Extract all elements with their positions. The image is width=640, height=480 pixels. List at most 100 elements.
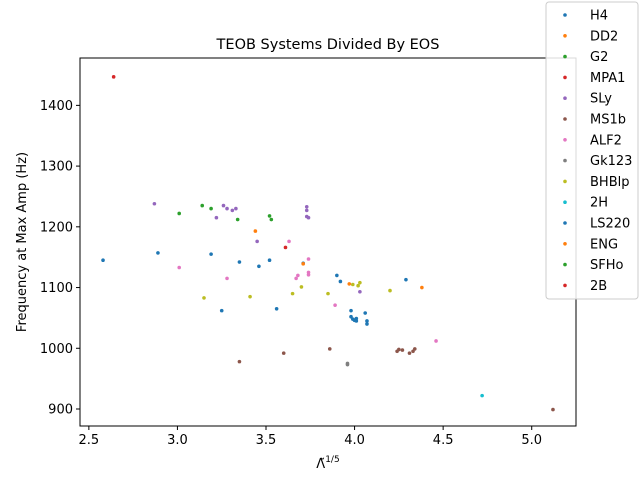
y-tick-label: 1300 [40,160,73,175]
x-tick-label: 3.0 [167,433,188,448]
data-point-g2 [235,217,240,222]
data-point-alf2 [306,272,311,277]
legend-marker [563,262,567,267]
legend-label: SLy [590,92,612,107]
y-axis-ticks: 900 1000 1100 1200 1300 1400 [40,99,80,417]
data-point-ms1b [400,348,405,352]
data-point-dd2 [420,285,424,290]
legend-label: BHBlp [590,175,629,190]
legend-label: 2H [590,196,608,211]
legend-label: SFHo [590,258,624,273]
data-point-alf2 [287,239,291,244]
plot-marks [101,75,555,412]
legend-label: 2B [590,279,607,294]
data-point-g2 [177,211,181,216]
legend-label: MS1b [590,113,626,128]
y-tick-label: 1200 [40,220,73,235]
data-point-h4 [267,258,272,263]
data-point-alf2 [294,276,298,281]
data-point-mpa1 [111,75,116,79]
data-point-h4 [156,251,160,255]
data-point-sly [304,208,309,213]
data-point-bhblp [299,285,304,289]
legend-label: H4 [590,9,608,24]
data-point-ls220 [349,308,353,313]
data-point-sly [255,239,259,244]
data-point-alf2 [296,273,300,278]
data-point-dd2 [347,282,352,286]
data-point-ls220 [365,322,369,326]
data-point-bhblp [358,280,362,285]
data-point-h4 [338,279,343,284]
data-point-g2 [200,203,205,208]
legend-marker [563,221,567,225]
data-point-ls220 [365,319,369,323]
data-point-bhblp [356,283,360,288]
legend-label: G2 [590,50,608,65]
legend-marker [563,179,567,184]
data-point-ls220 [354,316,359,321]
data-point-alf2 [177,265,181,270]
chart-title: TEOB Systems Divided By EOS [216,37,440,53]
legend: H4 DD2 G2 MPA1 SLy MS1b ALF2 Gk123 BHBlp 2H LS220 E… [545,1,639,300]
data-point-ls220 [219,308,224,313]
y-axis-label: Frequency at Max Amp (Hz) [15,152,30,332]
data-point-sly [306,215,311,220]
data-point-sly [221,203,226,208]
legend-label: Gk123 [590,154,632,169]
data-point-ms1b [397,347,401,352]
y-tick-label: 900 [48,402,73,417]
y-tick-label: 1000 [40,342,73,357]
legend-marker [563,34,567,38]
data-point-alf2 [306,257,311,261]
data-point-sly [230,208,235,213]
data-point-sly [358,289,362,294]
x-axis-label: Λ̃1/5 [316,455,339,472]
y-tick-label: 1100 [40,281,73,296]
data-point-dd2 [301,262,306,266]
legend-marker [563,96,567,100]
data-point-ls220 [363,311,368,315]
data-point-h4 [404,277,408,282]
x-tick-label: 5.0 [521,433,542,448]
data-point-ls220 [274,306,279,311]
x-tick-label: 3.5 [256,433,277,448]
data-point-sly [214,215,219,220]
data-point-h4 [257,264,261,269]
legend-marker [563,54,567,59]
data-point-bhblp [202,296,206,300]
data-point-ms1b [413,347,417,351]
x-tick-label: 4.0 [344,433,365,448]
data-point-g2 [209,206,213,211]
legend-marker [563,138,567,142]
data-point-2h [480,393,484,398]
data-point-bhblp [248,294,252,299]
data-point-sly [152,201,157,206]
data-point-sly [304,204,309,209]
legend-marker [563,158,567,163]
data-point-bhblp [388,288,392,293]
legend-label: DD2 [590,29,618,44]
legend-box [545,1,639,300]
data-point-ms1b [407,351,412,355]
data-point-mpa1 [283,245,288,250]
legend-label: ENG [590,237,618,252]
legend-label: LS220 [590,217,630,232]
data-point-ms1b [237,359,242,364]
x-tick-label: 4.5 [433,433,454,448]
data-point-dd2 [253,229,258,233]
legend-marker [563,75,567,80]
data-point-h4 [101,258,105,263]
data-point-h4 [209,252,213,256]
legend-marker [563,283,567,288]
legend-marker [563,117,567,121]
x-tick-label: 2.5 [79,433,100,448]
data-point-g2 [269,217,274,222]
y-tick-label: 1400 [40,99,73,114]
data-point-g2 [267,214,272,218]
legend-marker [563,242,567,246]
legend-marker [563,200,567,204]
data-point-sly [234,206,238,211]
data-point-bhblp [351,282,355,287]
